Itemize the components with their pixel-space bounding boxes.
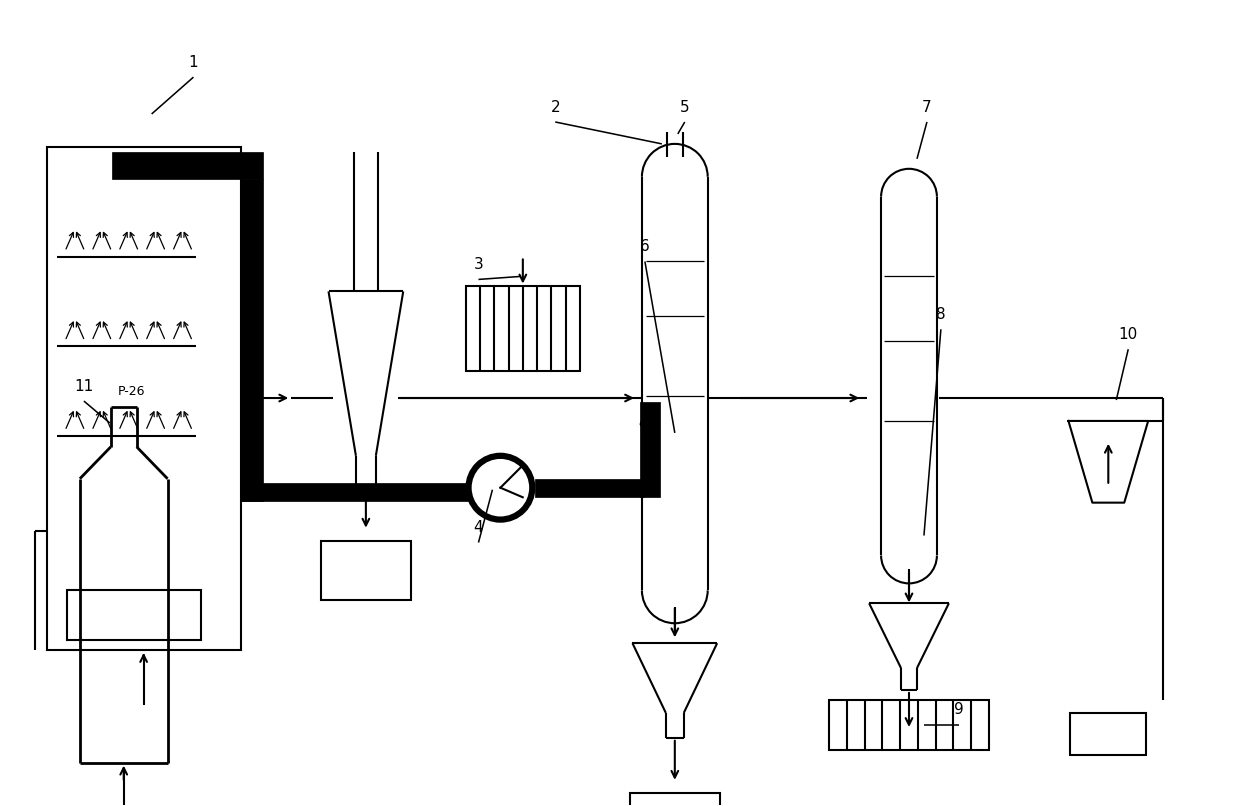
Text: 2: 2: [551, 99, 560, 114]
Text: 5: 5: [680, 99, 689, 114]
Bar: [112, 152, 263, 179]
Bar: [830, 700, 988, 750]
Text: 4: 4: [474, 520, 484, 535]
Text: 10: 10: [1118, 326, 1138, 342]
Text: 11: 11: [74, 379, 93, 393]
Text: 9: 9: [954, 703, 963, 717]
Bar: [536, 479, 644, 496]
Text: 1: 1: [188, 55, 198, 69]
Bar: [630, 792, 719, 806]
Bar: [465, 286, 580, 371]
Bar: [640, 402, 660, 496]
Text: 6: 6: [640, 239, 650, 254]
Bar: [1070, 713, 1146, 754]
Text: 7: 7: [923, 99, 931, 114]
Bar: [242, 483, 469, 501]
Bar: [242, 179, 263, 501]
Text: 3: 3: [474, 257, 484, 272]
Bar: [321, 541, 410, 600]
Bar: [67, 590, 201, 640]
Text: P-26: P-26: [118, 384, 145, 397]
Text: 8: 8: [936, 307, 946, 322]
Bar: [47, 147, 242, 650]
